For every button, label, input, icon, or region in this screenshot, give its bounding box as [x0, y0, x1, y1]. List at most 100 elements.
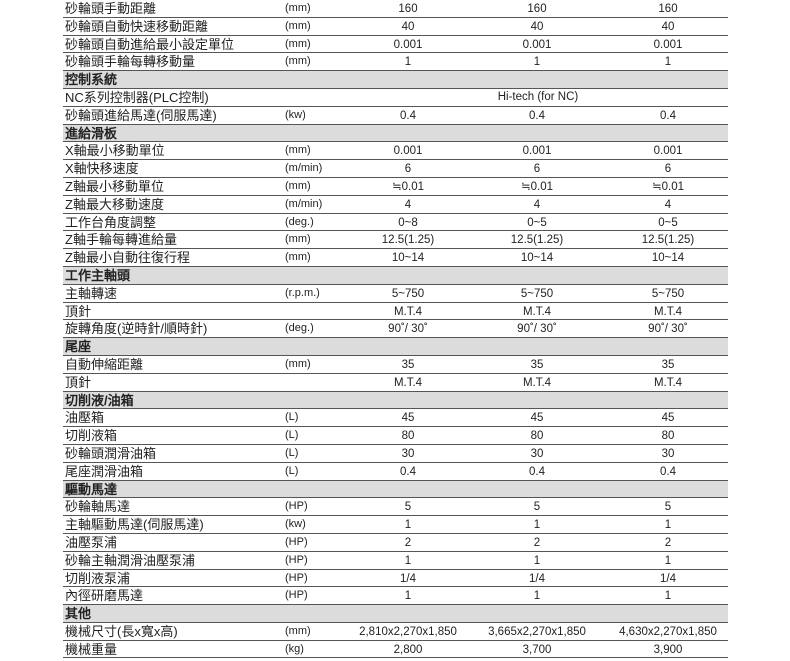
- spec-unit: (mm): [285, 144, 311, 157]
- section-title: 其他: [65, 606, 92, 622]
- spec-value-model-3: 4: [664, 198, 672, 211]
- spec-value-model-1: 1: [404, 554, 412, 567]
- section-title: 工作主軸頭: [65, 267, 131, 283]
- spec-value-model-3: 6: [664, 163, 672, 176]
- spec-value-model-3: 4,630x2,270x1,850: [619, 625, 717, 638]
- spec-name: 砂輪頭潤滑油箱: [65, 445, 157, 461]
- table-row: 主軸驅動馬達(伺服馬達) (kw) 1 1 1: [63, 516, 728, 534]
- table-row: Z軸手輪每轉進給量 (mm) 12.5(1.25) 12.5(1.25) 12.5(1.…: [63, 231, 728, 250]
- spec-value-model-2: 0.4: [529, 465, 545, 478]
- spec-value-model-1: 40: [401, 20, 415, 33]
- spec-value-model-3: 0.4: [660, 465, 676, 478]
- spec-value-model-3: 1: [664, 519, 672, 532]
- table-row: 主軸轉速 (r.p.m.) 5~750 5~750 5~750: [63, 285, 728, 303]
- spec-name: 頂針: [65, 303, 92, 319]
- spec-unit: (HP): [285, 500, 308, 513]
- spec-value-model-3: ≒0.01: [651, 180, 685, 193]
- spec-unit: (deg.): [285, 215, 314, 228]
- spec-name: 砂輪軸馬達: [65, 499, 131, 515]
- table-row: 砂輪頭自動快速移動距離 (mm) 40 40 40: [63, 18, 728, 36]
- spec-value-model-2: 3,665x2,270x1,850: [488, 625, 586, 638]
- spec-value-model-2: ≒0.01: [520, 180, 554, 193]
- spec-value-model-3: 0~5: [658, 216, 678, 229]
- spec-name: 砂輪頭進給馬達(伺服馬達): [65, 107, 217, 123]
- spec-unit: (HP): [285, 589, 308, 602]
- table-row: 油壓泵浦 (HP) 2 2 2: [63, 534, 728, 552]
- spec-unit: (kg): [285, 642, 304, 655]
- spec-value-model-1: ≒0.01: [391, 180, 425, 193]
- table-row: NC系列控制器(PLC控制) Hi-tech (for NC): [63, 89, 728, 107]
- spec-value-model-1: 80: [401, 430, 415, 443]
- spec-unit: (mm): [285, 233, 311, 246]
- spec-value-model-1: 1: [404, 590, 412, 603]
- spec-name: 切削液箱: [65, 428, 118, 444]
- spec-value-model-1: 45: [401, 412, 415, 425]
- spec-value-model-3: 1: [664, 590, 672, 603]
- spec-value-model-1: 0.001: [393, 38, 423, 51]
- spec-name: 砂輪頭自動進給最小設定單位: [65, 36, 235, 52]
- table-row: 砂輪頭潤滑油箱 (L) 30 30 30: [63, 445, 728, 463]
- section-title: 切削液/油箱: [65, 392, 134, 408]
- spec-value-model-1: M.T.4: [393, 305, 423, 318]
- spec-name: 機械尺寸(長x寬x高): [65, 623, 178, 639]
- spec-value-model-2: 5~750: [520, 287, 554, 300]
- spec-unit: (L): [285, 429, 299, 442]
- spec-value-model-1: 1/4: [400, 572, 416, 585]
- spec-value-model-1: 0.4: [400, 465, 416, 478]
- spec-name: 自動伸縮距離: [65, 356, 144, 372]
- section-header: 其他: [63, 605, 728, 623]
- spec-value-model-3: 5: [664, 501, 672, 514]
- spec-value-model-1: 12.5(1.25): [381, 234, 435, 247]
- section-header: 進給滑板: [63, 124, 728, 143]
- table-row: 砂輪頭手動距離 (mm) 160 160 160: [63, 0, 728, 18]
- spec-table: 砂輪頭手動距離 (mm) 160 160 160 砂輪頭自動快速移動距離 (mm) 40 40 4…: [63, 0, 728, 659]
- spec-value-model-2: 6: [533, 163, 541, 176]
- spec-name: 機械重量: [65, 641, 118, 657]
- spec-value-all-models: Hi-tech (for NC): [497, 90, 579, 103]
- spec-value-model-3: 12.5(1.25): [641, 234, 695, 247]
- spec-unit: (mm): [285, 37, 311, 50]
- spec-unit: (mm): [285, 357, 311, 370]
- table-row: 切削液箱 (L) 80 80 80: [63, 427, 728, 445]
- spec-value-model-2: 10~14: [520, 252, 554, 265]
- spec-name: Z軸最小自動往復行程: [65, 250, 190, 266]
- spec-value-model-2: 1: [533, 519, 541, 532]
- spec-value-model-3: 35: [661, 358, 675, 371]
- spec-value-model-1: M.T.4: [393, 376, 423, 389]
- spec-name: 旋轉角度(逆時針/順時針): [65, 321, 208, 337]
- spec-value-model-3: M.T.4: [653, 376, 683, 389]
- spec-unit: (mm): [285, 624, 311, 637]
- spec-unit: (mm): [285, 19, 311, 32]
- spec-value-model-3: 0.001: [653, 38, 683, 51]
- spec-value-model-3: 160: [658, 3, 678, 15]
- table-row: 機械尺寸(長x寬x高) (mm) 2,810x2,270x1,850 3,665x2,…: [63, 623, 728, 641]
- spec-value-model-2: 1: [533, 590, 541, 603]
- spec-name: 砂輪頭自動快速移動距離: [65, 18, 209, 34]
- spec-value-model-2: 0~5: [527, 216, 547, 229]
- spec-value-model-1: 35: [401, 358, 415, 371]
- spec-value-model-1: 6: [404, 163, 412, 176]
- spec-value-model-2: 1/4: [529, 572, 545, 585]
- spec-value-model-1: 160: [398, 3, 418, 15]
- spec-value-model-1: 4: [404, 198, 412, 211]
- spec-unit: (HP): [285, 535, 308, 548]
- spec-value-model-1: 10~14: [391, 252, 425, 265]
- spec-unit: (r.p.m.): [285, 286, 320, 299]
- spec-value-model-2: M.T.4: [522, 305, 552, 318]
- spec-name: 砂輪頭手輪每轉移動量: [65, 54, 196, 70]
- spec-unit: (kw): [285, 108, 306, 121]
- spec-value-model-1: 0.001: [393, 145, 423, 158]
- table-row: 砂輪頭自動進給最小設定單位 (mm) 0.001 0.001 0.001: [63, 36, 728, 54]
- spec-value-model-2: 40: [530, 20, 544, 33]
- spec-name: 油壓泵浦: [65, 534, 118, 550]
- table-row: Z軸最小移動單位 (mm) ≒0.01 ≒0.01 ≒0.01: [63, 178, 728, 196]
- section-title: 尾座: [65, 339, 92, 355]
- spec-value-model-1: 90˚/ 30˚: [388, 323, 428, 336]
- spec-value-model-1: 5~750: [391, 287, 425, 300]
- spec-value-model-2: 160: [527, 3, 547, 15]
- spec-value-model-1: 5: [404, 501, 412, 514]
- spec-value-model-2: 0.001: [522, 38, 552, 51]
- section-header: 尾座: [63, 338, 728, 356]
- spec-value-model-3: 2: [664, 536, 672, 549]
- spec-value-model-1: 2,810x2,270x1,850: [359, 625, 457, 638]
